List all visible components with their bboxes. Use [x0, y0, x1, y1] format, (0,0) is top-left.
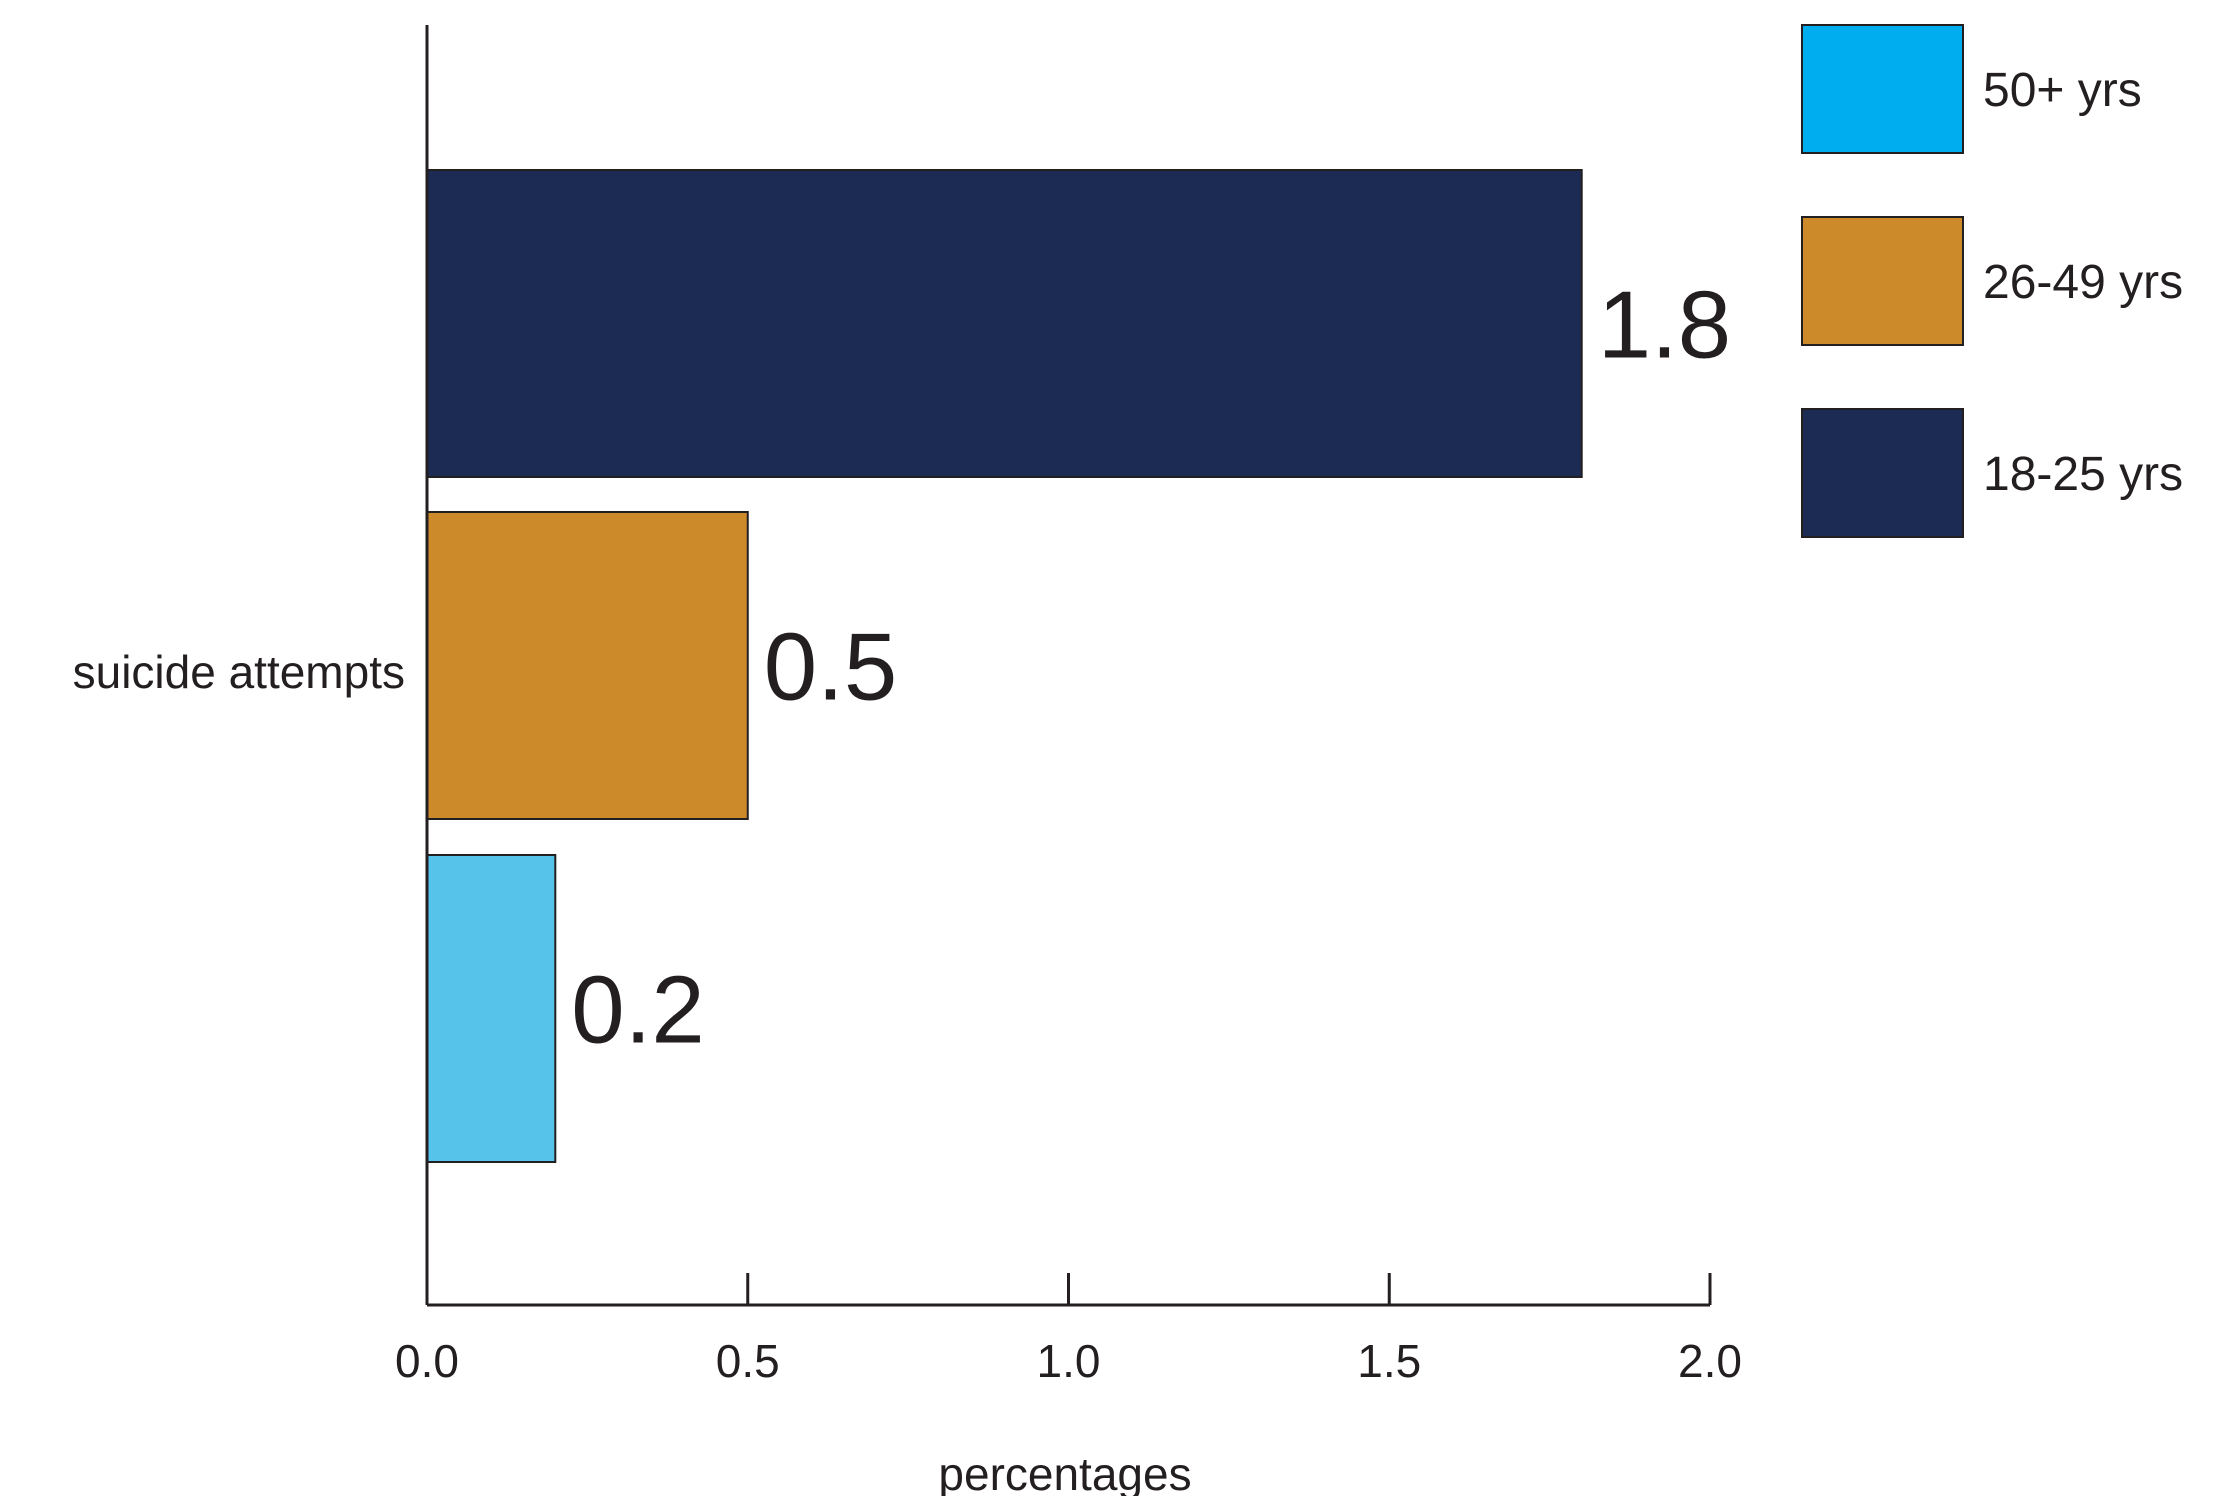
legend: 50+ yrs 26-49 yrs 18-25 yrs — [1801, 24, 2183, 538]
axes-layer — [425, 25, 1712, 1307]
x-tick-label: 2.0 — [1678, 1335, 1742, 1387]
legend-swatch — [1801, 408, 1964, 538]
legend-swatch — [1801, 24, 1964, 154]
data-label: 1.8 — [1598, 272, 1731, 379]
legend-label: 50+ yrs — [1983, 64, 2142, 117]
x-axis-title: percentages — [938, 1448, 1191, 1496]
x-tick-label: 1.0 — [1037, 1335, 1101, 1387]
labels-layer: 1.8 0.5 0.2 0.0 0.5 1.0 1.5 2.0 suicide attempts… — [73, 272, 1742, 1496]
data-label: 0.5 — [764, 614, 897, 721]
x-tick-label: 1.5 — [1357, 1335, 1421, 1387]
legend-label: 26-49 yrs — [1983, 256, 2183, 309]
bar-18-25-yrs — [426, 169, 1583, 478]
y-category-label: suicide attempts — [73, 646, 405, 698]
x-tick-label: 0.0 — [395, 1335, 459, 1387]
data-label: 0.2 — [571, 957, 704, 1064]
bars-layer — [426, 169, 1583, 1163]
x-tick-label: 0.5 — [716, 1335, 780, 1387]
legend-label: 18-25 yrs — [1983, 448, 2183, 501]
bar-50-yrs — [426, 854, 557, 1163]
bar-26-49-yrs — [426, 511, 749, 820]
legend-swatch — [1801, 216, 1964, 346]
